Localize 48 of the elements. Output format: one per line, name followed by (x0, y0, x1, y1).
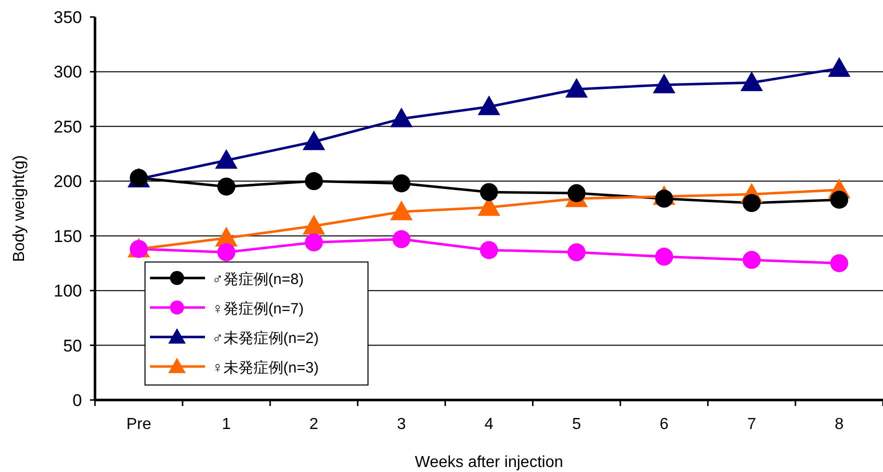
point (304, 233, 323, 252)
y-tick-label: 0 (72, 391, 82, 410)
x-tick-label: 5 (572, 416, 582, 433)
y-tick-label: 100 (54, 282, 82, 301)
point (390, 108, 413, 128)
point (390, 200, 413, 220)
point (478, 95, 500, 116)
y-tick-label: 50 (63, 336, 82, 356)
point (480, 241, 498, 260)
point (830, 254, 848, 272)
point (215, 149, 238, 169)
x-tick-label: 2 (309, 416, 318, 433)
y-tick-label: 150 (54, 226, 82, 246)
legend-label: ♂発症例(n=8) (212, 271, 304, 288)
point (565, 78, 588, 98)
x-tick-label: 8 (834, 416, 844, 433)
x-tick-label: 7 (747, 416, 756, 433)
point (740, 71, 763, 92)
x-tick-label: 3 (396, 416, 406, 433)
point (655, 248, 674, 266)
y-tick-label: 350 (54, 8, 82, 27)
point (742, 194, 761, 212)
legend-label: ♂未発症例(n=2) (212, 330, 319, 347)
y-tick-label: 250 (54, 117, 82, 136)
point (217, 243, 236, 262)
x-tick-label: Pre (126, 416, 152, 433)
point (392, 174, 410, 192)
point (392, 230, 410, 248)
x-tick-label: 4 (484, 416, 494, 433)
point (302, 214, 326, 234)
point (830, 190, 848, 209)
legend-label: ♀発症例(n=7) (212, 300, 304, 318)
point (568, 184, 586, 202)
legend-label: ♀未発症例(n=3) (212, 360, 319, 376)
point (304, 172, 323, 190)
y-tick-label: 300 (54, 62, 82, 82)
point (568, 243, 586, 262)
point (480, 183, 498, 202)
y-axis-title: Body weight(g) (11, 155, 28, 262)
x-axis-title: Weeks after injection (414, 454, 564, 471)
point (217, 178, 236, 196)
x-tick-label: 6 (660, 416, 669, 433)
point (828, 57, 850, 77)
point (302, 130, 326, 150)
x-tick-label: 1 (222, 416, 231, 433)
point (742, 250, 761, 269)
y-tick-label: 200 (54, 172, 82, 192)
point (652, 74, 676, 94)
